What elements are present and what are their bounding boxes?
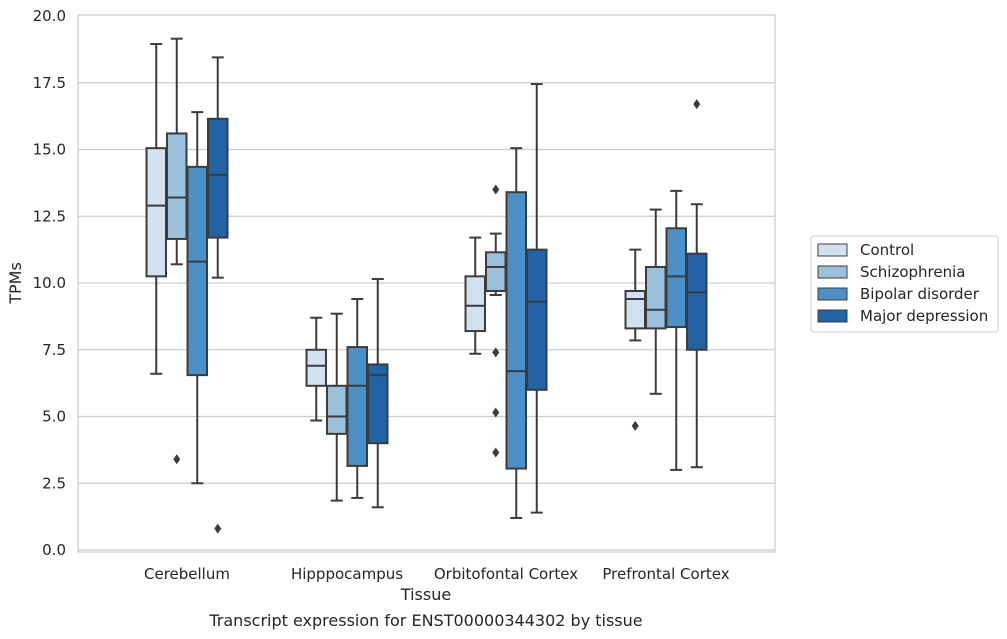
box-body (186, 165, 208, 377)
box-schizophrenia (166, 37, 188, 465)
legend-label: Bipolar disorder (860, 285, 980, 303)
outlier-point (631, 420, 639, 431)
box-body (505, 191, 527, 470)
box-major-depression (526, 83, 548, 514)
box-control (145, 43, 167, 375)
box-bipolar-disorder (505, 147, 527, 519)
box-bipolar-disorder (186, 111, 208, 485)
legend-label: Control (860, 241, 914, 259)
legend-swatch (817, 309, 848, 323)
y-tick-label: 12.5 (33, 207, 66, 225)
y-tick-label: 2.5 (42, 474, 66, 492)
box-body (624, 290, 646, 330)
legend-swatch (817, 287, 848, 301)
box-control (305, 316, 327, 422)
y-tick-label: 7.5 (42, 341, 66, 359)
y-tick-label: 17.5 (33, 74, 66, 92)
box-plots (145, 37, 708, 534)
box-control (464, 236, 486, 355)
box-body (346, 346, 368, 467)
outlier-point (214, 523, 222, 534)
box-body (326, 384, 348, 435)
y-tick-label: 15.0 (33, 141, 66, 159)
outlier-point (492, 447, 500, 458)
outlier-point (492, 184, 500, 195)
outlier-point (492, 407, 500, 418)
box-major-depression (686, 99, 708, 469)
legend-label: Major depression (860, 307, 988, 325)
legend-frame (810, 235, 999, 333)
box-body (145, 147, 167, 278)
box-body (665, 227, 687, 329)
box-body (485, 251, 507, 293)
box-body (686, 252, 708, 351)
box-control (624, 248, 646, 431)
outlier-point (492, 347, 500, 358)
y-tick-label: 5.0 (42, 408, 66, 426)
y-tick-labels: 0.0 2.5 5.0 7.5 10.0 12.5 15.0 17.5 20.0 (33, 7, 66, 559)
y-tick-label: 0.0 (42, 541, 66, 559)
outlier-point (693, 99, 701, 110)
x-tick-labels: Cerebellum Hipppocampus Orbitofontal Corte… (144, 565, 730, 583)
box-bipolar-disorder (346, 298, 368, 499)
y-axis-title: TPMs (6, 262, 25, 305)
box-major-depression (207, 56, 229, 534)
box-body (367, 363, 389, 445)
box-body (464, 275, 486, 333)
box-bipolar-disorder (665, 189, 687, 471)
box-body (526, 248, 548, 391)
legend-label: Schizophrenia (860, 263, 965, 281)
plot-frame (77, 14, 776, 553)
x-tick-label: Hipppocampus (291, 565, 403, 583)
box-body (305, 348, 327, 387)
chart-caption: Transcript expression for ENST0000034430… (208, 611, 642, 630)
legend-swatch (817, 243, 848, 257)
x-tick-label: Prefrontal Cortex (602, 565, 729, 583)
box-body (207, 117, 229, 239)
y-tick-label: 10.0 (33, 274, 66, 292)
y-tick-label: 20.0 (33, 7, 66, 25)
box-schizophrenia (645, 208, 667, 395)
box-body (645, 265, 667, 330)
box-schizophrenia (326, 312, 348, 502)
outlier-point (173, 454, 181, 465)
x-tick-label: Orbitofontal Cortex (434, 565, 578, 583)
legend: Control Schizophrenia Bipolar disorder Majo… (810, 235, 999, 333)
box-schizophrenia (485, 184, 507, 458)
x-axis-title: Tissue (400, 585, 451, 604)
box-major-depression (367, 277, 389, 509)
box-body (166, 132, 188, 240)
x-tick-label: Cerebellum (144, 565, 230, 583)
legend-swatch (817, 265, 848, 279)
